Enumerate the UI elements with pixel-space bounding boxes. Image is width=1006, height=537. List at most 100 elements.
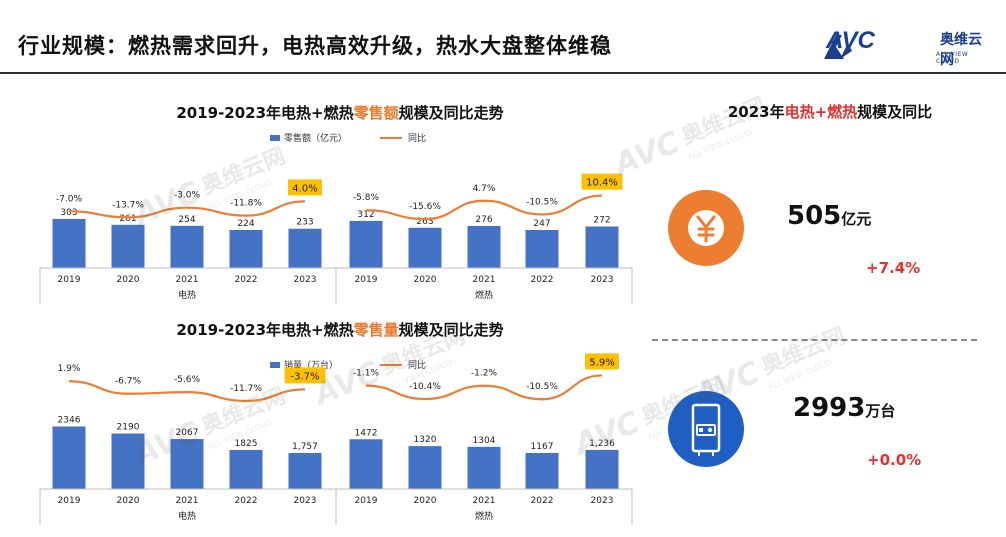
yoy-highlight-box bbox=[288, 179, 322, 196]
chart-title-volume: 2019-2023年电热+燃热零售量规模及同比走势 bbox=[100, 319, 580, 340]
x-group-label: 燃热 bbox=[475, 289, 493, 301]
yoy-label: -10.4% bbox=[409, 382, 441, 392]
x-tick-label: 2020 bbox=[414, 275, 437, 285]
chart-title-volume-b: 规模及同比走势 bbox=[398, 321, 504, 339]
bar-value-label: 263 bbox=[416, 217, 433, 227]
summary-volume-value-wrap: 2993万台 bbox=[793, 393, 895, 423]
bar bbox=[52, 218, 86, 268]
x-tick-label: 2021 bbox=[176, 496, 199, 506]
chart-title-sales-hl: 零售额 bbox=[353, 104, 399, 122]
summary-volume-yoy: +0.0% bbox=[867, 451, 922, 469]
summary-volume-value: 2993 bbox=[793, 393, 866, 423]
bar-value-label: 1,757 bbox=[292, 442, 318, 452]
bar bbox=[585, 449, 619, 489]
bar-value-label: 2067 bbox=[176, 428, 199, 438]
yoy-label: -1.1% bbox=[353, 369, 380, 379]
bar-value-label: 233 bbox=[296, 218, 313, 228]
bar bbox=[52, 426, 86, 489]
yoy-highlight-box bbox=[284, 367, 326, 384]
yoy-highlight-box bbox=[585, 353, 619, 370]
chart-title-sales-b: 规模及同比走势 bbox=[398, 104, 504, 122]
yoy-label: -3.7% bbox=[290, 371, 319, 382]
bar bbox=[170, 225, 204, 268]
bar bbox=[349, 439, 383, 489]
x-tick-label: 2020 bbox=[414, 496, 437, 506]
yoy-label: 5.9% bbox=[589, 357, 614, 368]
summary-title-hl: 电热+燃热 bbox=[784, 103, 858, 121]
yoy-label: -1.2% bbox=[471, 369, 498, 379]
summary-sales-value: 505 bbox=[787, 201, 842, 231]
x-tick-label: 2022 bbox=[235, 496, 258, 506]
chart-title-sales-a: 2019-2023年电热+燃热 bbox=[176, 104, 354, 122]
x-tick-label: 2019 bbox=[355, 275, 378, 285]
watermark-cn: 奥维云网 bbox=[758, 323, 849, 380]
bar-value-label: 1304 bbox=[473, 436, 496, 446]
x-tick-label: 2021 bbox=[473, 275, 496, 285]
bar-value-label: 254 bbox=[178, 215, 195, 225]
bar bbox=[467, 446, 501, 489]
summary-sales-value-wrap: 505亿元 bbox=[787, 201, 871, 231]
bar bbox=[408, 227, 442, 268]
yoy-label: 1.9% bbox=[58, 364, 81, 374]
x-tick-label: 2022 bbox=[531, 275, 554, 285]
summary-volume-unit: 万台 bbox=[865, 402, 896, 420]
yoy-label: -3.0% bbox=[174, 191, 201, 201]
x-tick-label: 2019 bbox=[58, 496, 81, 506]
yoy-label: -13.7% bbox=[112, 200, 144, 210]
bar-value-label: 1167 bbox=[531, 442, 554, 452]
bar-value-label: 247 bbox=[533, 219, 550, 229]
x-tick-label: 2021 bbox=[473, 496, 496, 506]
chart-title-volume-hl: 零售量 bbox=[353, 321, 399, 339]
bar bbox=[229, 449, 263, 489]
bar-value-label: 276 bbox=[475, 215, 492, 225]
summary-title: 2023年电热+燃热规模及同比 bbox=[700, 101, 960, 122]
yoy-label: 10.4% bbox=[586, 178, 618, 189]
x-tick-label: 2023 bbox=[294, 275, 317, 285]
bar bbox=[288, 453, 322, 489]
yoy-label: -7.0% bbox=[56, 194, 83, 204]
yoy-label: -10.5% bbox=[526, 197, 558, 207]
bar-value-label: 2346 bbox=[58, 415, 81, 425]
yoy-line-series bbox=[365, 194, 603, 221]
bar bbox=[467, 225, 501, 268]
yoy-line-series bbox=[68, 200, 306, 219]
yoy-label: 4.0% bbox=[292, 183, 317, 194]
x-tick-label: 2019 bbox=[355, 496, 378, 506]
page-title: 行业规模：燃热需求回升，电热高效升级，热水大盘整体维稳 bbox=[18, 34, 612, 58]
bar-value-label: 272 bbox=[593, 216, 610, 226]
bar bbox=[525, 230, 559, 268]
bar-value-label: 1825 bbox=[235, 439, 258, 449]
yoy-label: -10.5% bbox=[526, 382, 558, 392]
title-divider bbox=[0, 72, 1006, 74]
yuan-icon bbox=[668, 190, 744, 266]
x-tick-label: 2021 bbox=[176, 275, 199, 285]
x-tick-label: 2020 bbox=[117, 496, 140, 506]
bar-value-label: 303 bbox=[60, 208, 77, 218]
x-tick-label: 2022 bbox=[531, 496, 554, 506]
x-tick-label: 2023 bbox=[294, 496, 317, 506]
bar-value-label: 261 bbox=[119, 214, 136, 224]
chart-title-sales: 2019-2023年电热+燃热零售额规模及同比走势 bbox=[100, 102, 580, 123]
x-tick-label: 2022 bbox=[235, 275, 258, 285]
legend-line-label: 同比 bbox=[408, 132, 426, 144]
bar-value-label: 2190 bbox=[117, 423, 140, 433]
summary-title-a: 2023年 bbox=[727, 103, 785, 121]
x-group-label: 电热 bbox=[178, 289, 196, 301]
bar bbox=[408, 446, 442, 489]
logo-letters: AVC bbox=[826, 27, 875, 54]
bar-value-label: 1472 bbox=[355, 428, 378, 438]
yoy-highlight-box bbox=[581, 173, 623, 190]
legend-bar-swatch bbox=[270, 362, 280, 368]
summary-sales-yoy: +7.4% bbox=[866, 259, 921, 277]
sales-chart: 零售额（亿元） 同比 303 261 254 224 233 312 263 276 247 272 2… bbox=[39, 132, 633, 304]
bar-value-label: 312 bbox=[357, 210, 374, 220]
avc-logo: AVC 奥维云网 ALL VIEW CLOUD bbox=[822, 27, 992, 68]
bar bbox=[170, 439, 204, 489]
yoy-label: -6.7% bbox=[115, 377, 142, 387]
bar-value-label: 224 bbox=[237, 219, 254, 229]
x-tick-label: 2020 bbox=[117, 275, 140, 285]
legend-bar-label: 零售额（亿元） bbox=[284, 132, 347, 144]
logo-mark-icon bbox=[824, 35, 852, 59]
x-tick-label: 2023 bbox=[591, 275, 614, 285]
